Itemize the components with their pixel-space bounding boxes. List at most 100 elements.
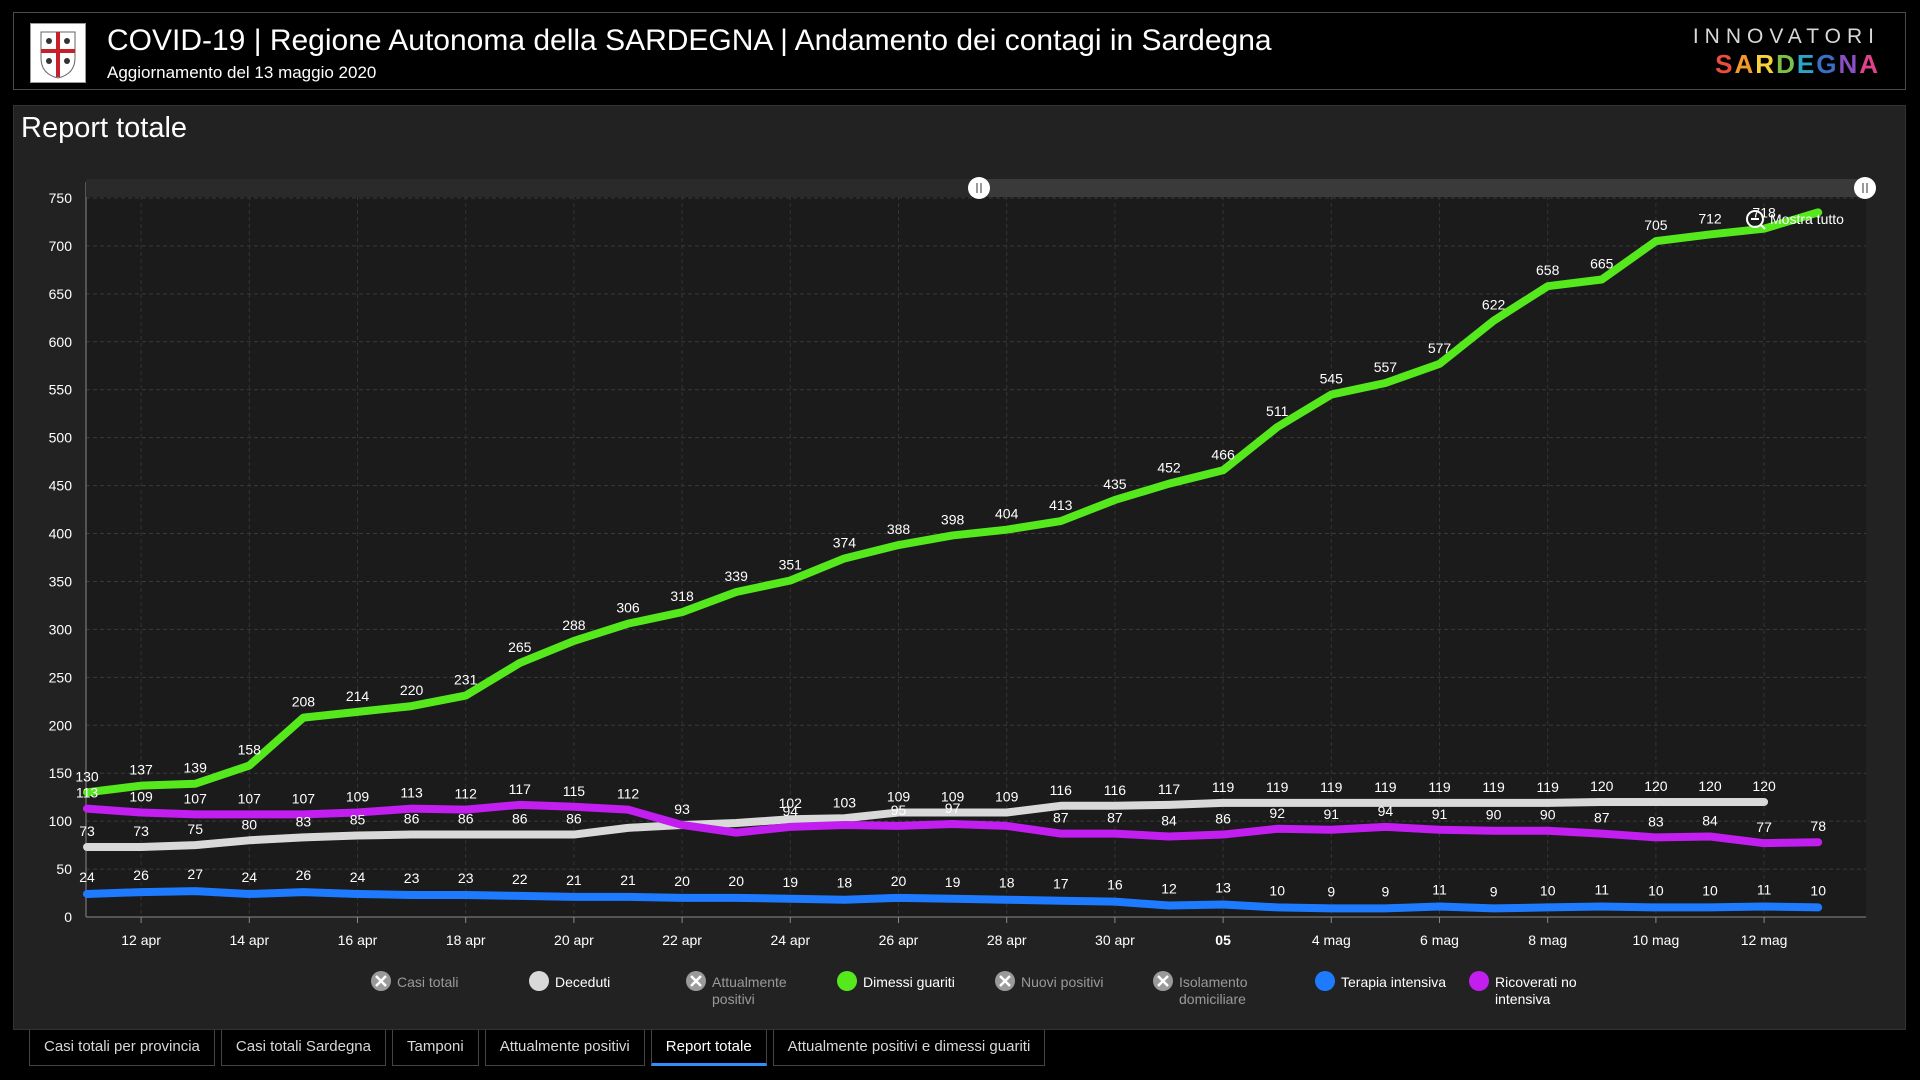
tab-bar: Casi totali per provincia Casi totali Sar… xyxy=(29,1030,1051,1066)
tab-report-totale[interactable]: Report totale xyxy=(650,1030,767,1066)
data-label: 12 xyxy=(1161,880,1177,896)
chart-panel: 0 50 100 150 200 250 300 350 400 450 500 550 600 650 7… xyxy=(13,105,1906,1030)
data-label: 11 xyxy=(1595,881,1610,897)
legend-marker[interactable] xyxy=(1469,971,1489,991)
data-label: 10 xyxy=(1810,882,1826,898)
data-label: 557 xyxy=(1374,359,1398,375)
data-label: 103 xyxy=(833,794,857,810)
series-line-terapia-intensiva xyxy=(83,887,1823,913)
legend-label: Attualmente xyxy=(712,974,787,990)
data-label: 26 xyxy=(296,867,312,883)
data-label: 466 xyxy=(1211,446,1235,462)
data-label: 413 xyxy=(1049,497,1073,513)
data-label: 113 xyxy=(400,785,423,801)
x-tick-label: 8 mag xyxy=(1528,932,1567,948)
brand-letter: S xyxy=(1715,49,1735,79)
brand-letter: N xyxy=(1838,49,1860,79)
y-tick-label: 750 xyxy=(49,190,73,206)
legend-label: Ricoverati no xyxy=(1495,974,1577,990)
x-tick-label: 12 mag xyxy=(1741,932,1788,948)
legend-marker[interactable] xyxy=(837,971,857,991)
x-tick-label: 16 apr xyxy=(338,932,378,948)
data-label: 120 xyxy=(1752,778,1776,794)
data-label: 9 xyxy=(1327,883,1335,899)
tab-attualmente-positivi[interactable]: Attualmente positivi xyxy=(484,1030,645,1066)
data-label: 119 xyxy=(1537,779,1560,795)
legend-label: Terapia intensiva xyxy=(1341,974,1446,990)
data-label: 109 xyxy=(887,789,911,805)
data-label: 288 xyxy=(562,617,586,633)
y-tick-label: 150 xyxy=(49,765,73,781)
data-label: 92 xyxy=(1269,805,1285,821)
data-label: 21 xyxy=(566,872,582,888)
range-handle[interactable] xyxy=(1854,177,1876,199)
legend-x-icon xyxy=(375,975,387,987)
y-tick-label: 50 xyxy=(56,861,72,877)
y-tick-label: 300 xyxy=(49,621,73,637)
data-label: 117 xyxy=(1158,781,1181,797)
page-title: COVID-19 | Regione Autonoma della SARDEG… xyxy=(107,24,1272,57)
data-label: 83 xyxy=(1648,813,1664,829)
tab-casi-totali-sardegna[interactable]: Casi totali Sardegna xyxy=(220,1030,386,1066)
data-label: 80 xyxy=(242,816,258,832)
data-label: 577 xyxy=(1428,340,1452,356)
range-selection[interactable] xyxy=(979,179,1866,197)
data-label: 86 xyxy=(458,811,474,827)
data-label: 119 xyxy=(1320,779,1343,795)
tab-casi-totali-per-provincia[interactable]: Casi totali per provincia xyxy=(29,1030,215,1066)
data-label: 21 xyxy=(620,872,636,888)
legend-label: Deceduti xyxy=(555,974,610,990)
plot-area xyxy=(86,182,1866,917)
x-tick-label: 18 apr xyxy=(446,932,486,948)
data-label: 109 xyxy=(129,789,153,805)
data-label: 17 xyxy=(1053,876,1069,892)
data-label: 113 xyxy=(76,785,99,801)
data-label: 10 xyxy=(1540,882,1556,898)
y-tick-label: 350 xyxy=(49,573,73,589)
data-label: 87 xyxy=(1107,810,1123,826)
data-label: 91 xyxy=(1432,806,1448,822)
brand-letter: A xyxy=(1734,49,1756,79)
data-label: 112 xyxy=(455,786,478,802)
data-label: 109 xyxy=(941,789,965,805)
data-label: 351 xyxy=(779,557,803,573)
legend-x-icon xyxy=(1157,975,1169,987)
data-label: 115 xyxy=(563,783,586,799)
legend-marker[interactable] xyxy=(1315,971,1335,991)
data-label: 93 xyxy=(674,801,690,817)
data-label: 90 xyxy=(1486,807,1502,823)
data-label: 339 xyxy=(725,568,749,584)
data-label: 23 xyxy=(458,870,474,886)
data-label: 117 xyxy=(509,781,532,797)
y-tick-label: 200 xyxy=(49,717,73,733)
data-label: 18 xyxy=(999,875,1015,891)
data-label: 24 xyxy=(350,869,366,885)
data-label: 139 xyxy=(184,760,208,776)
brand-letter: R xyxy=(1755,49,1777,79)
data-label: 718 xyxy=(1752,205,1776,221)
data-label: 10 xyxy=(1648,882,1664,898)
data-label: 511 xyxy=(1266,403,1289,419)
data-label: 622 xyxy=(1482,297,1506,313)
x-tick-label: 12 apr xyxy=(121,932,161,948)
x-tick-label: 22 apr xyxy=(662,932,702,948)
legend-label: Dimessi guariti xyxy=(863,974,955,990)
x-tick-label: 10 mag xyxy=(1633,932,1680,948)
tab-tamponi[interactable]: Tamponi xyxy=(392,1030,479,1066)
data-label: 208 xyxy=(292,694,316,710)
brand-letter: D xyxy=(1776,49,1797,79)
data-label: 306 xyxy=(616,600,640,616)
tab-attualmente-positivi-e-dimessi-guariti[interactable]: Attualmente positivi e dimessi guariti xyxy=(772,1030,1046,1066)
range-handle[interactable] xyxy=(968,177,990,199)
y-tick-label: 550 xyxy=(49,382,73,398)
data-label: 73 xyxy=(79,823,95,839)
legend-marker[interactable] xyxy=(529,971,549,991)
y-tick-label: 100 xyxy=(49,813,73,829)
zoom-out-icon[interactable] xyxy=(1746,210,1764,228)
data-label: 545 xyxy=(1320,371,1344,387)
y-tick-label: 0 xyxy=(64,909,72,925)
x-tick-label: 4 mag xyxy=(1312,932,1351,948)
data-label: 452 xyxy=(1157,460,1181,476)
data-label: 16 xyxy=(1107,877,1123,893)
data-label: 220 xyxy=(400,682,424,698)
